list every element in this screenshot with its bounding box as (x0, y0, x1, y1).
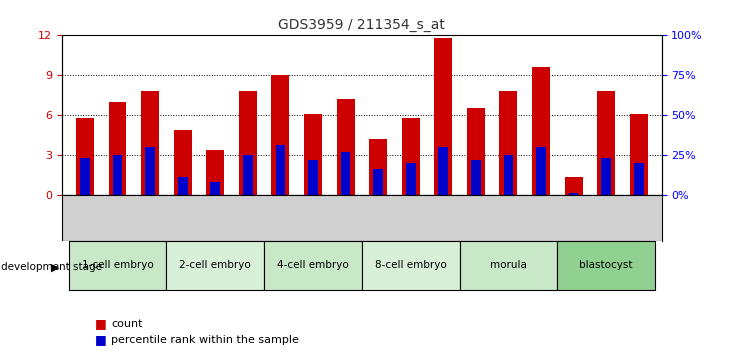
Bar (460, 241, 557, 290)
Bar (109, 102, 126, 195)
Bar (402, 118, 420, 195)
Bar (406, 163, 416, 195)
Bar (141, 91, 159, 195)
Bar (362, 241, 460, 290)
Bar (564, 177, 583, 195)
Text: count: count (111, 319, 143, 329)
Text: 4-cell embryo: 4-cell embryo (277, 261, 349, 270)
Bar (467, 108, 485, 195)
Bar (178, 177, 188, 195)
Text: blastocyst: blastocyst (580, 261, 633, 270)
Bar (167, 241, 264, 290)
Bar (174, 130, 192, 195)
Bar (206, 149, 224, 195)
Bar (308, 160, 318, 195)
Bar (304, 114, 322, 195)
Text: morula: morula (490, 261, 527, 270)
Bar (439, 147, 448, 195)
Text: ■: ■ (95, 318, 107, 330)
Bar (597, 91, 615, 195)
Bar (630, 114, 648, 195)
Bar (239, 91, 257, 195)
Bar (271, 75, 289, 195)
Text: development stage: development stage (1, 262, 102, 272)
Bar (569, 193, 578, 195)
Title: GDS3959 / 211354_s_at: GDS3959 / 211354_s_at (279, 18, 445, 32)
Bar (276, 145, 285, 195)
Text: 8-cell embryo: 8-cell embryo (375, 261, 447, 270)
Bar (504, 155, 513, 195)
Text: 2-cell embryo: 2-cell embryo (179, 261, 251, 270)
Bar (80, 158, 90, 195)
Bar (536, 147, 546, 195)
Bar (243, 155, 253, 195)
Bar (264, 241, 362, 290)
Bar (369, 139, 387, 195)
Text: percentile rank within the sample: percentile rank within the sample (111, 335, 299, 345)
Bar (211, 182, 220, 195)
Text: ■: ■ (95, 333, 107, 346)
Bar (434, 38, 452, 195)
Bar (634, 163, 643, 195)
Bar (76, 118, 94, 195)
Text: 1-cell embryo: 1-cell embryo (82, 261, 154, 270)
Bar (471, 160, 481, 195)
Bar (557, 241, 655, 290)
Bar (532, 67, 550, 195)
Bar (341, 152, 350, 195)
Bar (602, 158, 611, 195)
Bar (145, 147, 155, 195)
Bar (499, 91, 518, 195)
Text: ▶: ▶ (51, 262, 60, 272)
Bar (113, 155, 122, 195)
Bar (69, 241, 167, 290)
Bar (336, 99, 355, 195)
Bar (374, 169, 383, 195)
